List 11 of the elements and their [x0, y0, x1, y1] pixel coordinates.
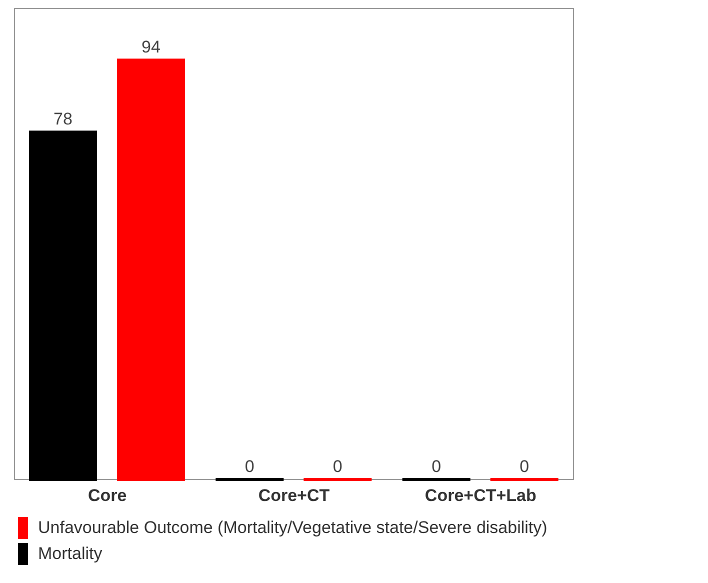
- legend-label: Unfavourable Outcome (Mortality/Vegetative state/Severe disability): [38, 518, 548, 538]
- x-tick-label: Core+CT+Lab: [424, 486, 536, 506]
- data-label: 0: [520, 457, 530, 476]
- data-label: 94: [142, 38, 160, 57]
- data-label: 0: [332, 457, 342, 476]
- x-tick-label: Core: [88, 486, 127, 506]
- data-label: 0: [432, 457, 442, 476]
- data-label: 0: [244, 457, 254, 476]
- data-label: 78: [54, 110, 72, 129]
- legend-label: Mortality: [38, 544, 102, 564]
- x-tick-label: Core+CT: [258, 486, 330, 506]
